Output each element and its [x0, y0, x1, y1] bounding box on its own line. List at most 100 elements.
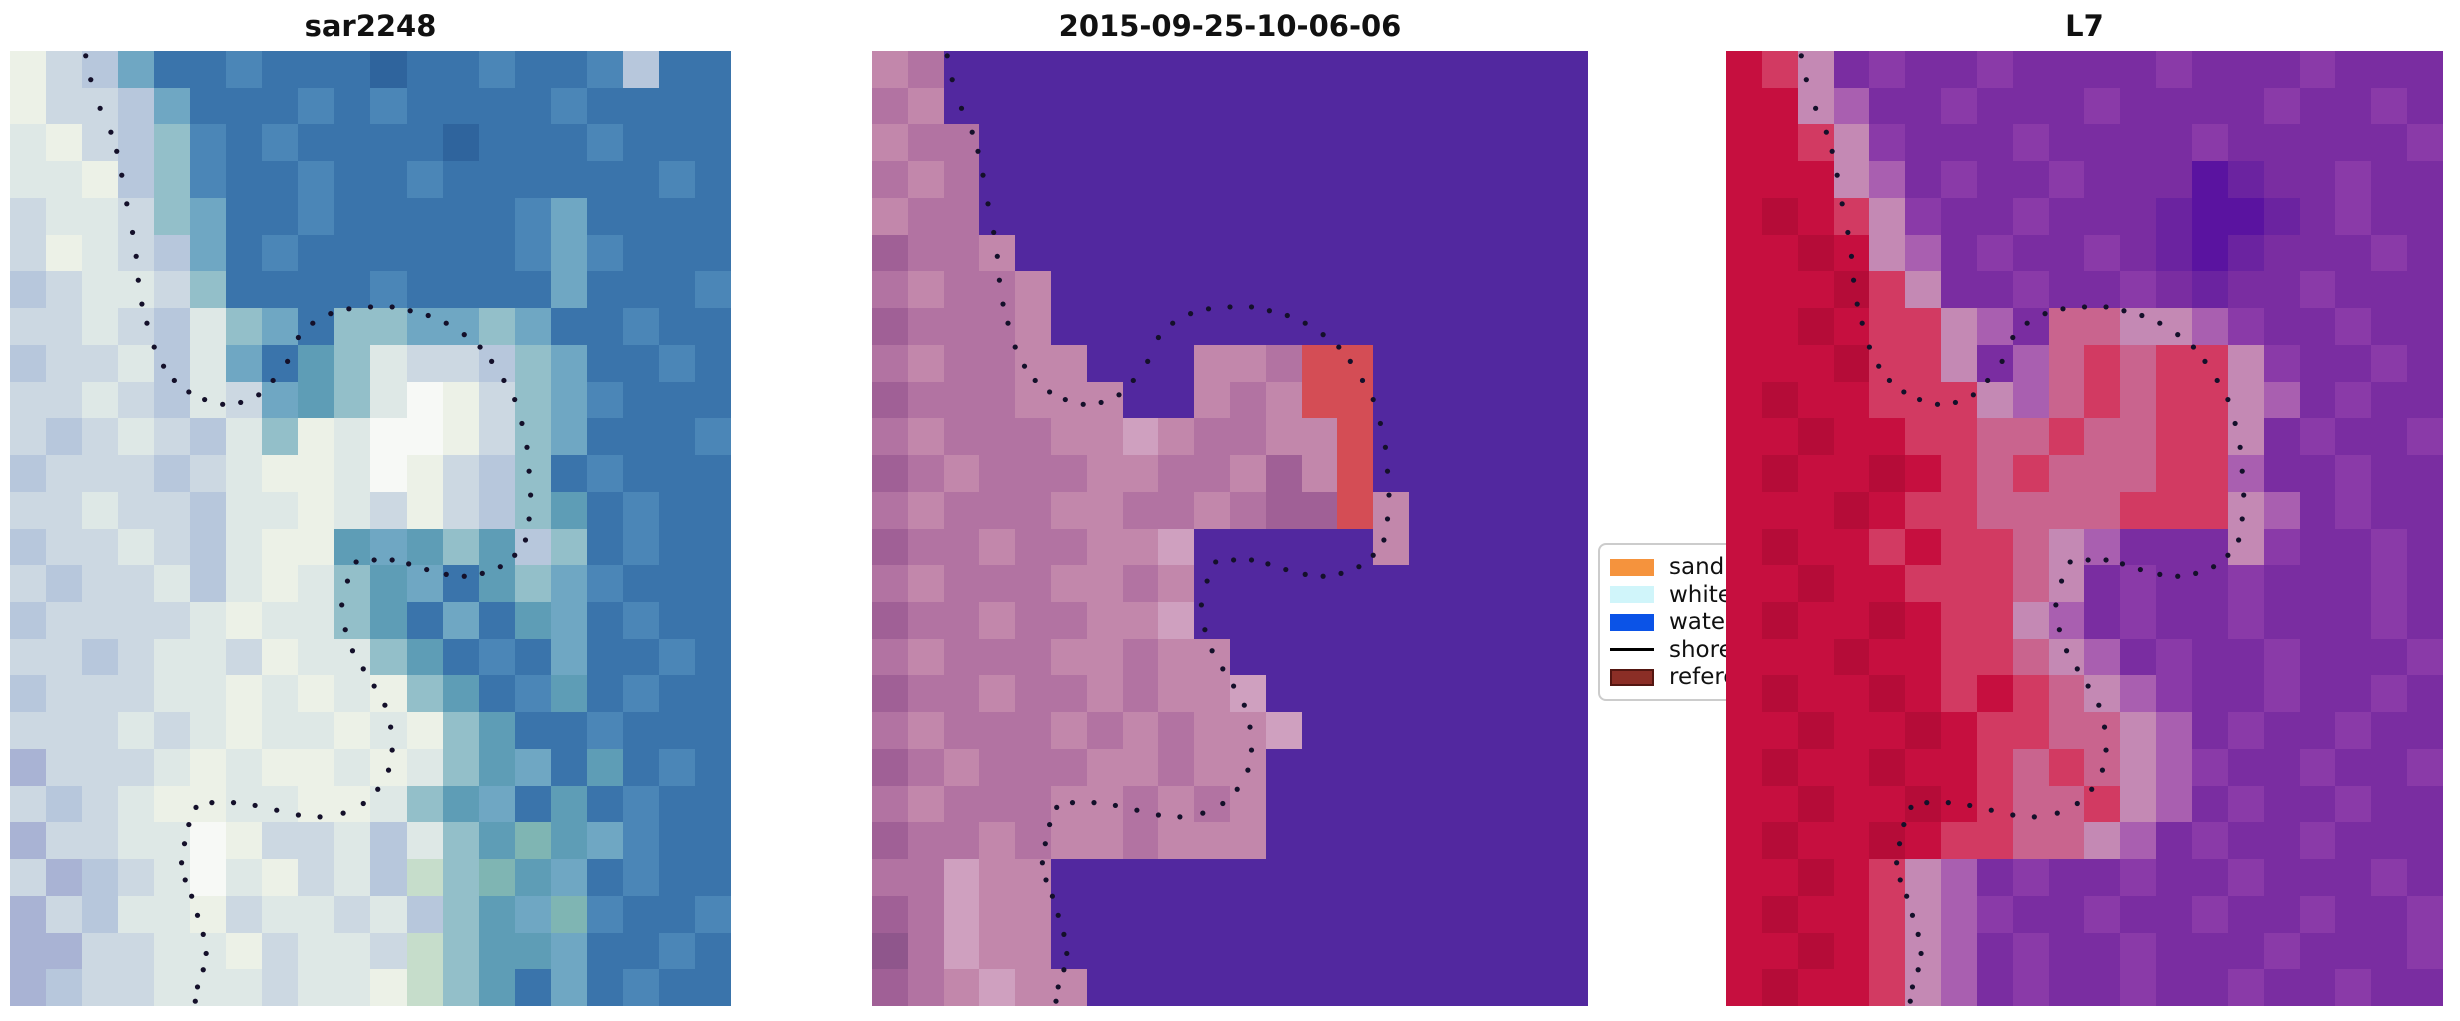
grid-cell	[262, 271, 299, 309]
grid-cell	[190, 51, 227, 88]
shoreline-dot	[1231, 557, 1237, 563]
shoreline-dot	[360, 800, 366, 807]
grid-cell	[622, 601, 659, 639]
grid-cell	[2335, 638, 2372, 676]
grid-cell	[2299, 565, 2336, 602]
grid-cell	[334, 748, 371, 786]
grid-cell	[1833, 895, 1870, 933]
grid-cell	[1516, 234, 1553, 272]
grid-cell	[1086, 124, 1123, 162]
grid-cell	[2299, 932, 2336, 970]
grid-cell	[1122, 601, 1159, 639]
grid-cell	[10, 748, 47, 786]
grid-cell	[2335, 234, 2372, 272]
grid-cell	[622, 87, 659, 125]
shoreline-dot	[2010, 334, 2016, 341]
grid-cell	[2048, 418, 2085, 456]
grid-cell	[1265, 785, 1302, 823]
grid-cell	[1015, 491, 1051, 529]
grid-cell	[622, 822, 659, 860]
grid-cell	[1905, 675, 1942, 713]
grid-cell	[622, 895, 659, 933]
shoreline-dot	[1021, 363, 1028, 369]
grid-cell	[622, 308, 659, 345]
shoreline-dot	[512, 396, 518, 403]
grid-cell	[1444, 822, 1481, 860]
grid-cell	[1086, 565, 1123, 602]
grid-cell	[1552, 491, 1588, 529]
grid-cell	[226, 271, 263, 309]
grid-cell	[2227, 822, 2264, 860]
shoreline-dot	[389, 304, 395, 310]
grid-cell	[1833, 748, 1870, 786]
grid-cell	[2335, 124, 2372, 162]
grid-cell	[1301, 271, 1338, 309]
grid-cell	[1552, 87, 1588, 125]
grid-cell	[1122, 197, 1159, 235]
shoreline-dot	[192, 998, 198, 1004]
grid-cell	[1444, 895, 1481, 933]
grid-cell	[2299, 712, 2336, 749]
shoreline-dot	[1043, 877, 1049, 883]
grid-cell	[2371, 197, 2408, 235]
grid-cell	[1444, 748, 1481, 786]
shoreline-dot	[133, 253, 139, 259]
grid-cell	[2407, 87, 2443, 125]
grid-cell	[2335, 675, 2372, 713]
grid-cell	[872, 491, 908, 529]
shoreline-dot	[1054, 804, 1060, 811]
grid-cell	[118, 748, 155, 786]
grid-cell	[694, 712, 731, 749]
shoreline-dot	[129, 229, 136, 236]
grid-cell	[406, 932, 443, 970]
grid-cell	[1833, 822, 1870, 860]
grid-cell	[658, 675, 695, 713]
shoreline-dot	[1886, 377, 1893, 384]
shoreline-dot	[270, 377, 276, 384]
panel-image-classified	[872, 51, 1588, 1006]
grid-cell	[2192, 969, 2228, 1006]
grid-cell	[1761, 601, 1798, 639]
grid-cell	[1373, 87, 1409, 125]
shoreline-dot	[1091, 800, 1097, 806]
grid-cell	[1301, 418, 1338, 456]
grid-cell	[1194, 197, 1230, 235]
shoreline-dot	[2232, 420, 2238, 427]
grid-cell	[1726, 969, 1762, 1006]
grid-cell	[1229, 161, 1266, 198]
grid-cell	[190, 932, 227, 970]
shoreline-dot	[209, 800, 215, 806]
grid-cell	[226, 528, 263, 566]
grid-cell	[907, 418, 944, 456]
grid-cell	[478, 565, 515, 602]
grid-cell	[1761, 51, 1798, 88]
grid-cell	[298, 785, 335, 823]
shoreline-dot	[1970, 392, 1976, 398]
grid-cell	[550, 601, 587, 639]
grid-cell	[1122, 859, 1159, 896]
grid-cell	[370, 124, 407, 162]
grid-cell	[2371, 895, 2408, 933]
grid-cell	[1516, 822, 1553, 860]
grid-cell	[478, 271, 515, 309]
grid-cell	[1869, 785, 1906, 823]
shoreline-dot	[2202, 358, 2208, 364]
grid-cell	[442, 418, 479, 456]
grid-cell	[118, 418, 155, 456]
grid-cell	[622, 418, 659, 456]
grid-cell	[1905, 859, 1942, 896]
grid-cell	[1869, 712, 1906, 749]
grid-cell	[154, 969, 191, 1006]
grid-cell	[586, 785, 623, 823]
grid-cell	[2192, 234, 2228, 272]
grid-cell	[1480, 675, 1517, 713]
grid-cell	[1761, 932, 1798, 970]
grid-cell	[1194, 969, 1230, 1006]
grid-cell	[406, 418, 443, 456]
grid-cell	[514, 344, 551, 382]
grid-cell	[658, 785, 695, 823]
grid-cell	[2299, 675, 2336, 713]
shoreline-dot	[1155, 334, 1161, 341]
grid-cell	[1265, 822, 1302, 860]
l7-pixel-grid	[1726, 51, 2443, 1006]
